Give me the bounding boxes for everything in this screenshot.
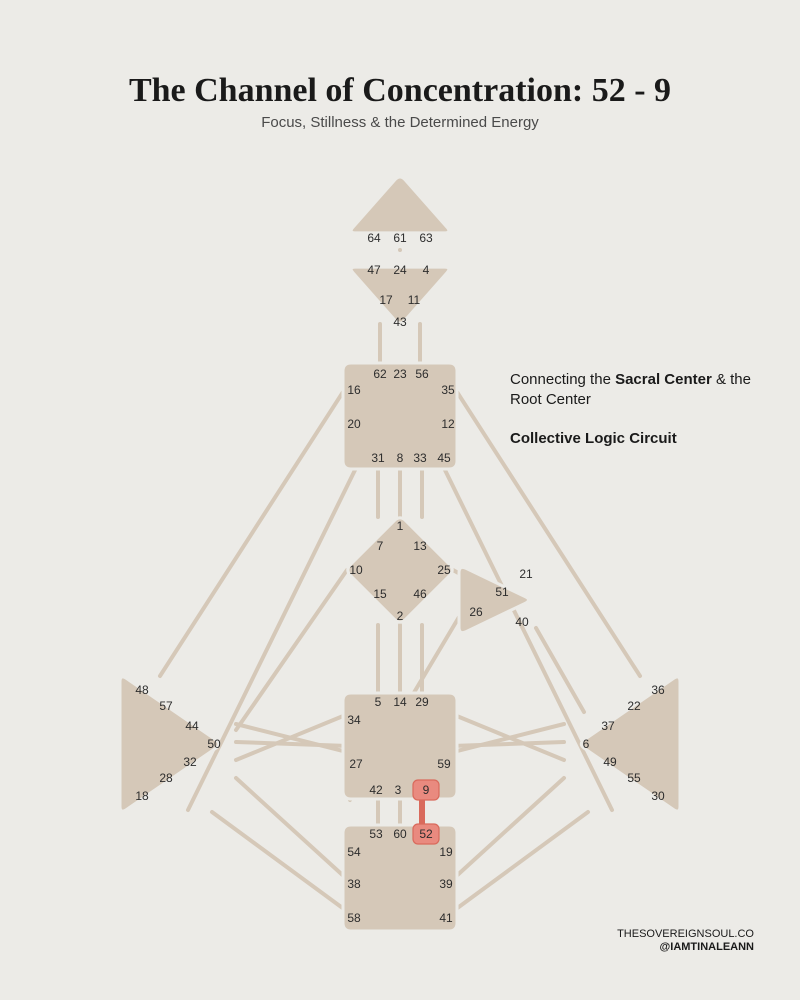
gate-number-31: 31 bbox=[371, 451, 385, 465]
center-solar bbox=[581, 677, 680, 811]
gate-number-20: 20 bbox=[347, 417, 361, 431]
gate-number-55: 55 bbox=[627, 771, 641, 785]
gate-number-6: 6 bbox=[583, 737, 590, 751]
highlight-gate-number-52: 52 bbox=[419, 827, 433, 841]
gate-number-45: 45 bbox=[437, 451, 451, 465]
gate-number-26: 26 bbox=[469, 605, 483, 619]
credit-block: THESOVEREIGNSOUL.CO @IAMTINALEANN bbox=[617, 928, 754, 954]
gate-number-43: 43 bbox=[393, 315, 407, 329]
gate-number-4: 4 bbox=[423, 263, 430, 277]
gate-number-22: 22 bbox=[627, 699, 641, 713]
gate-number-19: 19 bbox=[439, 845, 453, 859]
gate-number-15: 15 bbox=[373, 587, 387, 601]
gate-number-34: 34 bbox=[347, 713, 361, 727]
gate-number-50: 50 bbox=[207, 737, 221, 751]
gate-number-12: 12 bbox=[441, 417, 455, 431]
gate-number-42: 42 bbox=[369, 783, 383, 797]
gate-number-59: 59 bbox=[437, 757, 451, 771]
gate-number-60: 60 bbox=[393, 827, 407, 841]
gate-number-46: 46 bbox=[413, 587, 427, 601]
gate-number-14: 14 bbox=[393, 695, 407, 709]
gate-number-16: 16 bbox=[347, 383, 361, 397]
gate-number-47: 47 bbox=[367, 263, 381, 277]
gate-number-29: 29 bbox=[415, 695, 429, 709]
gate-number-40: 40 bbox=[515, 615, 529, 629]
gate-number-27: 27 bbox=[349, 757, 363, 771]
gate-number-48: 48 bbox=[135, 683, 149, 697]
highlight-gate-number-9: 9 bbox=[423, 783, 430, 797]
gate-number-41: 41 bbox=[439, 911, 453, 925]
gate-number-28: 28 bbox=[159, 771, 173, 785]
gate-number-2: 2 bbox=[397, 609, 404, 623]
gate-number-61: 61 bbox=[393, 231, 407, 245]
gate-number-10: 10 bbox=[349, 563, 363, 577]
gate-number-11: 11 bbox=[408, 293, 421, 307]
gate-number-35: 35 bbox=[441, 383, 455, 397]
credit-handle: @IAMTINALEANN bbox=[617, 941, 754, 954]
channel-line bbox=[236, 570, 347, 730]
gate-number-58: 58 bbox=[347, 911, 361, 925]
gate-number-3: 3 bbox=[395, 783, 402, 797]
page-root: The Channel of Concentration: 52 - 9 Foc… bbox=[0, 0, 800, 1000]
channel-line bbox=[452, 778, 564, 880]
gate-number-51: 51 bbox=[495, 585, 509, 599]
gate-number-57: 57 bbox=[159, 699, 173, 713]
gate-number-25: 25 bbox=[437, 563, 451, 577]
gate-number-37: 37 bbox=[601, 719, 615, 733]
gate-number-54: 54 bbox=[347, 845, 361, 859]
gate-number-44: 44 bbox=[185, 719, 199, 733]
gate-number-49: 49 bbox=[603, 755, 617, 769]
gate-number-38: 38 bbox=[347, 877, 361, 891]
credit-url: THESOVEREIGNSOUL.CO bbox=[617, 928, 754, 941]
gate-number-30: 30 bbox=[651, 789, 665, 803]
channel-line bbox=[236, 742, 348, 746]
gate-number-24: 24 bbox=[393, 263, 407, 277]
gate-number-1: 1 bbox=[397, 519, 404, 533]
bodygraph-chart: 6461634724417114362235616352012318334517… bbox=[0, 0, 800, 1000]
gate-number-23: 23 bbox=[393, 367, 407, 381]
gate-number-62: 62 bbox=[373, 367, 387, 381]
channel-line bbox=[444, 468, 612, 810]
gate-number-36: 36 bbox=[651, 683, 665, 697]
gate-number-32: 32 bbox=[183, 755, 197, 769]
gate-number-7: 7 bbox=[377, 539, 384, 553]
channel-line bbox=[452, 742, 564, 746]
channel-line bbox=[448, 378, 640, 676]
gate-number-21: 21 bbox=[519, 567, 533, 581]
gate-number-17: 17 bbox=[379, 293, 393, 307]
gate-number-64: 64 bbox=[367, 231, 381, 245]
gate-number-5: 5 bbox=[375, 695, 382, 709]
gate-number-39: 39 bbox=[439, 877, 453, 891]
channel-line bbox=[160, 378, 352, 676]
gate-number-18: 18 bbox=[135, 789, 149, 803]
gate-number-53: 53 bbox=[369, 827, 383, 841]
gate-number-8: 8 bbox=[397, 451, 404, 465]
center-head bbox=[351, 177, 449, 233]
gate-number-63: 63 bbox=[419, 231, 433, 245]
channel-line bbox=[236, 778, 348, 880]
gate-number-33: 33 bbox=[413, 451, 427, 465]
gate-number-13: 13 bbox=[413, 539, 427, 553]
channel-line bbox=[188, 468, 356, 810]
gate-number-56: 56 bbox=[415, 367, 429, 381]
